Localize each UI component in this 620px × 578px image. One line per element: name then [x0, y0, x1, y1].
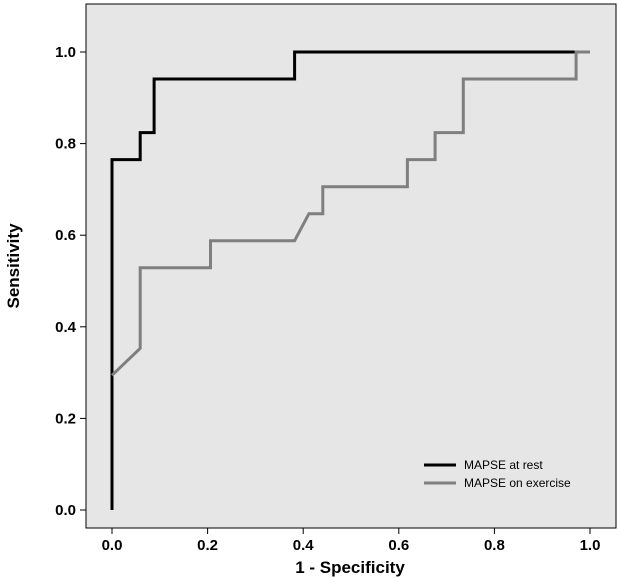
plot-background	[85, 3, 617, 529]
x-tick-label: 0.4	[293, 537, 315, 554]
y-tick-label: 0.0	[55, 502, 76, 519]
y-tick-label: 0.4	[55, 319, 77, 336]
series-line-exercise	[110, 50, 590, 377]
legend-label-rest: MAPSE at rest	[464, 458, 543, 472]
y-tick-label: 1.0	[55, 44, 76, 61]
x-tick-label: 0.0	[102, 537, 123, 554]
x-axis: 0.0 0.2 0.4 0.6 0.8 1.0	[102, 528, 601, 554]
legend-label-exercise: MAPSE on exercise	[464, 476, 571, 490]
x-axis-title: 1 - Specificity	[295, 558, 405, 577]
series-lines	[110, 50, 590, 510]
x-tick-label: 0.2	[197, 537, 218, 554]
y-axis: 0.0 0.2 0.4 0.6 0.8 1.0	[55, 44, 86, 519]
x-tick-label: 1.0	[580, 537, 601, 554]
y-tick-label: 0.8	[55, 136, 76, 153]
y-tick-label: 0.2	[55, 410, 76, 427]
legend: MAPSE at rest MAPSE on exercise	[424, 458, 571, 490]
y-tick-label: 0.6	[55, 227, 76, 244]
x-tick-label: 0.8	[484, 537, 505, 554]
series-line-rest	[110, 50, 590, 510]
y-axis-title: Sensitivity	[4, 223, 23, 309]
x-tick-label: 0.6	[388, 537, 409, 554]
